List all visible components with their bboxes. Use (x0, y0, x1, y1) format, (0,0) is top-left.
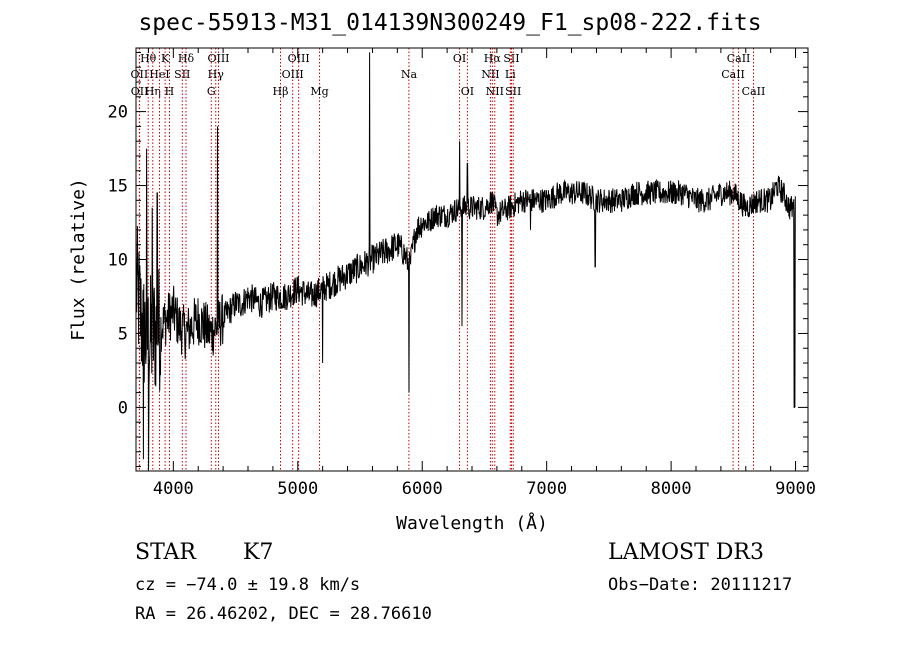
chart-title: spec-55913-M31_014139N300249_F1_sp08-222… (138, 10, 762, 36)
line-marker-label: Mg (310, 85, 328, 98)
line-marker-label: OI (453, 52, 466, 65)
y-tick-label: 15 (108, 177, 128, 197)
x-tick-label: 6000 (402, 479, 443, 499)
line-marker-label: SII (505, 85, 521, 98)
subclass-label: K7 (243, 540, 274, 565)
axis-labels: 4000 5000 6000 7000 8000 9000 0 5 10 15 20 Waveleng… (68, 103, 816, 534)
spectrum-line (135, 52, 796, 467)
line-marker-label: OIII (207, 52, 229, 65)
line-marker-label: OIII (282, 68, 304, 81)
x-tick-label: 9000 (775, 479, 816, 499)
line-marker-label: Li (505, 68, 516, 81)
line-marker-label: Hβ (273, 85, 289, 98)
obs-date-label: Obs−Date: 20111217 (608, 575, 793, 595)
line-marker-label: K (161, 52, 170, 65)
x-tick-label: 7000 (526, 479, 567, 499)
line-marker-label: Na (401, 68, 418, 81)
y-tick-label: 5 (118, 324, 128, 344)
line-marker-label: H (165, 85, 175, 98)
line-marker-label: OII (131, 85, 149, 98)
line-marker-label: NII (486, 85, 504, 98)
spectrum-series (135, 52, 796, 467)
class-label: STAR (135, 540, 196, 565)
radec-label: RA = 26.46202, DEC = 28.76610 (135, 604, 432, 624)
redshift-label: cz = −74.0 ± 19.8 km/s (135, 575, 361, 595)
line-marker-label: CaII (727, 52, 751, 65)
x-tick-label: 5000 (277, 479, 318, 499)
line-marker-label: SII (503, 52, 519, 65)
y-tick-label: 0 (118, 398, 128, 418)
plot-frame (135, 47, 809, 472)
line-marker-label: OI (461, 85, 474, 98)
line-marker-label: CaII (742, 85, 766, 98)
survey-label: LAMOST DR3 (608, 540, 764, 565)
x-tick-label: 4000 (153, 479, 194, 499)
emission-line-markers: OII OII Hθ Hη HeI K H SII Hδ OIII Hγ G Hβ OIII OIII Mg N… (131, 48, 766, 471)
line-marker-label: G (207, 85, 216, 98)
line-marker-label: Hθ (140, 52, 157, 65)
y-axis-label: Flux (relative) (68, 178, 89, 341)
line-marker-label: Hα (484, 52, 502, 65)
line-marker-label: Hη (145, 85, 161, 98)
y-tick-label: 10 (108, 251, 128, 271)
line-marker-label: Hγ (208, 68, 225, 81)
y-tick-label: 20 (108, 103, 128, 123)
line-marker-label: NII (481, 68, 499, 81)
line-marker-label: SII (174, 68, 190, 81)
line-marker-label: HeI (149, 68, 169, 81)
axis-ticks (136, 48, 808, 471)
line-marker-label: CaII (721, 68, 745, 81)
line-marker-label: Hδ (178, 52, 195, 65)
line-marker-label: OII (131, 68, 149, 81)
x-axis-label: Wavelength (Å) (396, 512, 548, 534)
x-tick-label: 8000 (651, 479, 692, 499)
line-marker-label: OIII (288, 52, 310, 65)
